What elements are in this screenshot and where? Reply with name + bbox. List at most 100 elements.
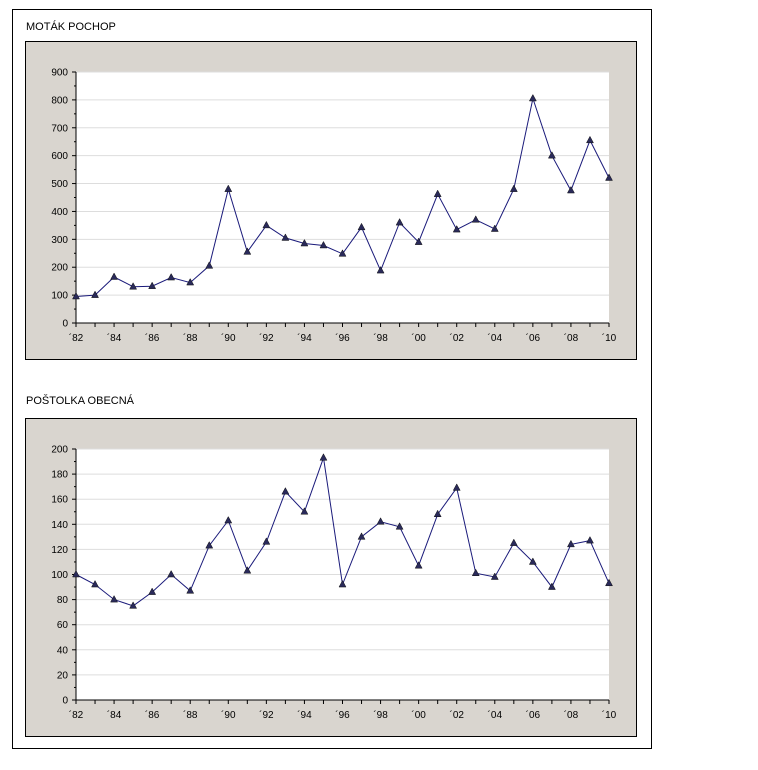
x-tick-label: ´10 [602, 709, 617, 721]
x-tick-label: ´06 [526, 332, 541, 344]
x-tick-label: ´84 [107, 709, 122, 721]
data-point [376, 266, 385, 274]
y-tick-label: 700 [51, 123, 68, 134]
data-point [243, 566, 252, 574]
x-tick-label: ´08 [564, 332, 579, 344]
data-point [205, 261, 214, 269]
y-tick-label: 40 [57, 645, 69, 656]
x-tick-label: ´98 [373, 709, 388, 721]
chart-panel-1: 0 100 200 300 400 500 600 700 800 900 ´82 ´84 ´86 ´88… [25, 41, 637, 360]
x-tick-label: ´02 [449, 332, 464, 344]
data-point [262, 537, 271, 545]
y-tick-label: 800 [51, 95, 68, 106]
data-point [167, 273, 176, 281]
data-point [395, 218, 404, 226]
plot-area [76, 72, 609, 323]
data-point [509, 184, 518, 192]
x-tick-label: ´00 [411, 709, 426, 721]
data-point [319, 240, 328, 249]
y-tick-label: 300 [51, 235, 68, 246]
y-tick-label: 100 [51, 291, 68, 302]
x-tick-label: ´10 [602, 332, 617, 344]
data-point [357, 532, 366, 540]
x-tick-label: ´04 [488, 332, 503, 344]
data-point [490, 572, 499, 580]
line-chart-2: 0 20 40 60 80 100 120 140 160 180 200 ´82 ´84 ´86 ´88 ´… [51, 445, 617, 722]
data-point [471, 215, 480, 223]
data-point [281, 233, 290, 241]
data-point [148, 281, 157, 289]
data-point [167, 569, 176, 578]
y-tick-label: 140 [51, 520, 68, 531]
data-point [338, 249, 347, 257]
data-point [414, 561, 423, 569]
data-point [300, 507, 309, 515]
y-tick-label: 900 [51, 68, 68, 79]
data-point [300, 238, 309, 247]
data-point [433, 509, 442, 518]
data-point [586, 536, 594, 544]
data-point [567, 186, 575, 194]
x-tick-label: ´82 [69, 709, 84, 721]
x-tick-label: ´96 [335, 332, 350, 344]
data-point [547, 582, 556, 590]
data-point [262, 220, 271, 229]
y-tick-label: 500 [51, 179, 68, 190]
x-tick-label: ´82 [69, 332, 84, 344]
y-tick-label: 600 [51, 151, 68, 162]
data-point [414, 237, 423, 245]
chart-title-2: POŠTOLKA OBECNÁ [26, 395, 135, 407]
y-tick-label: 180 [51, 470, 68, 481]
y-tick-label: 200 [51, 445, 68, 456]
data-point [528, 557, 537, 565]
data-point [110, 595, 118, 603]
data-point [471, 568, 480, 576]
data-point [91, 580, 99, 588]
y-tick-label: 0 [62, 319, 68, 330]
x-tick-label: ´90 [221, 709, 236, 721]
data-point [224, 184, 233, 192]
line-chart-1: 0 100 200 300 400 500 600 700 800 900 ´82 ´84 ´86 ´88… [51, 68, 617, 345]
data-point [243, 247, 252, 255]
data-point [547, 151, 556, 159]
y-tick-label: 100 [51, 570, 68, 581]
y-tick-label: 60 [57, 620, 69, 631]
data-point [129, 282, 138, 290]
x-tick-label: ´98 [373, 332, 388, 344]
x-tick-label: ´96 [335, 709, 350, 721]
y-tick-label: 120 [51, 545, 68, 556]
data-point [452, 483, 461, 491]
x-tick-label: ´90 [221, 332, 236, 344]
data-point [376, 517, 385, 525]
x-tick-label: ´06 [526, 709, 541, 721]
data-point [72, 291, 80, 300]
x-tick-label: ´84 [107, 332, 122, 344]
x-tick-label: ´88 [183, 709, 198, 721]
data-point [357, 222, 366, 231]
x-tick-label: ´92 [259, 709, 274, 721]
x-tick-label: ´86 [145, 332, 160, 344]
data-point [528, 93, 537, 102]
y-tick-label: 80 [57, 595, 69, 606]
chart-panel-2: 0 20 40 60 80 100 120 140 160 180 200 ´82 ´84 ´86 ´88 ´… [25, 418, 637, 737]
data-point [452, 225, 461, 233]
x-tick-label: ´02 [449, 709, 464, 721]
data-point [605, 578, 613, 587]
data-point [148, 587, 157, 595]
data-point [224, 516, 233, 524]
data-point [605, 173, 613, 181]
data-point [586, 135, 594, 144]
data-point [129, 601, 138, 609]
data-point [395, 522, 404, 530]
data-point [72, 569, 80, 578]
x-tick-label: ´94 [297, 332, 312, 344]
data-point [110, 272, 118, 280]
x-tick-label: ´94 [297, 709, 312, 721]
y-tick-label: 160 [51, 495, 68, 506]
y-tick-label: 200 [51, 263, 68, 274]
chart-title-1: MOTÁK POCHOP [26, 21, 116, 33]
data-point [281, 487, 290, 495]
x-tick-label: ´08 [564, 709, 579, 721]
x-tick-label: ´92 [259, 332, 274, 344]
x-tick-label: ´86 [145, 709, 160, 721]
